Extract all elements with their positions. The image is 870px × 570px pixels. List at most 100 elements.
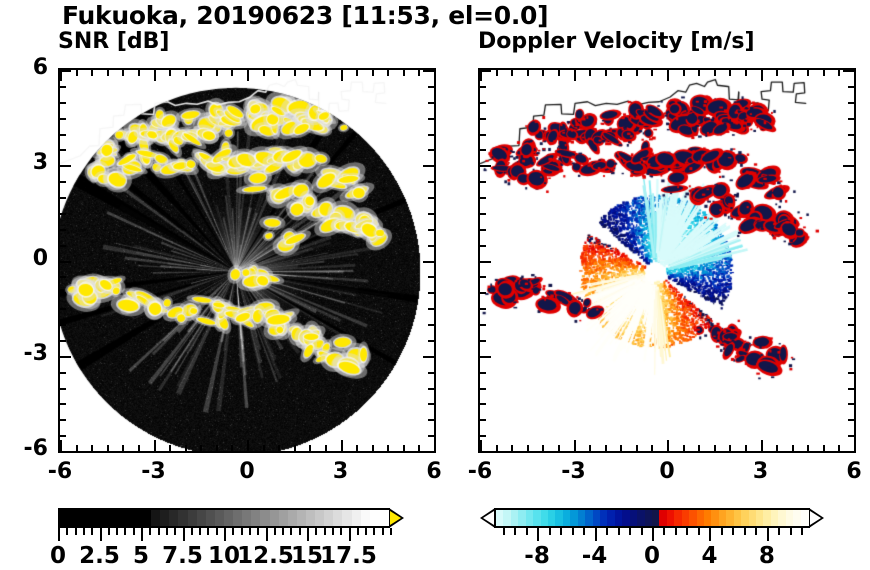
axis-tick-bottom [713, 445, 716, 451]
axis-tick-bottom [340, 440, 343, 451]
colorbar-swatch [763, 510, 772, 526]
axis-tick-bottom [635, 445, 638, 451]
axis-tick-right [843, 165, 854, 168]
colorbar-minor-tick [514, 528, 517, 535]
colorbar-minor-tick [165, 528, 168, 535]
axis-tick-right [423, 260, 434, 263]
axis-tick-top [495, 70, 498, 76]
axis-tick-bottom [526, 445, 529, 451]
axis-tick-top [356, 70, 359, 76]
axis-tick-left [480, 292, 486, 295]
axis-tick-top [526, 70, 529, 76]
colorbar-swatch [123, 510, 134, 526]
colorbar-minor-tick [373, 528, 376, 535]
axis-tick-bottom [387, 445, 390, 451]
axis-tick-right [848, 419, 854, 422]
axis-tick-left [480, 403, 486, 406]
axis-tick-top [511, 70, 514, 76]
colorbar-swatch [87, 510, 98, 526]
axis-tick-top [324, 70, 327, 76]
axis-tick-top [200, 70, 203, 76]
axis-tick-right [848, 371, 854, 374]
axis-tick-bottom [91, 445, 94, 451]
colorbar-swatch [592, 510, 601, 526]
axis-tick-left [60, 181, 66, 184]
colorbar-arrow-right-fill [390, 510, 401, 525]
colorbar-minor-tick [571, 528, 574, 535]
axis-tick-left [60, 451, 71, 453]
axis-tick-bottom [807, 445, 810, 451]
axis-tick-left [60, 435, 66, 438]
axis-tick-left [480, 133, 486, 136]
colorbar-minor-tick [174, 528, 177, 535]
axis-tick-right [423, 355, 434, 358]
axis-tick-top [309, 70, 312, 76]
colorbar-minor-tick [124, 528, 127, 535]
colorbar-swatch [296, 510, 307, 526]
colorbar-swatch [251, 510, 262, 526]
axis-tick-top [620, 70, 623, 76]
axis-tick-left [60, 149, 66, 152]
snr-ytick-1: 3 [32, 150, 48, 176]
colorbar-swatch [114, 510, 125, 526]
axis-tick-right [848, 292, 854, 295]
snr-xtick-0: -6 [47, 459, 73, 484]
doppler-xtick-4: 6 [846, 459, 862, 484]
colorbar-swatch [644, 510, 653, 526]
colorbar-minor-tick [560, 528, 563, 535]
colorbar-minor-tick [232, 528, 235, 535]
colorbar-minor-tick [686, 528, 689, 535]
snr-plot-panel[interactable] [58, 68, 436, 453]
doppler-panel-title: Doppler Velocity [m/s] [478, 29, 755, 54]
axis-tick-bottom [495, 445, 498, 451]
axis-tick-top [776, 70, 779, 76]
axis-tick-bottom [60, 440, 62, 451]
colorbar-minor-tick [298, 528, 301, 535]
colorbar-minor-tick [248, 528, 251, 535]
axis-tick-right [848, 339, 854, 342]
colorbar-major-tick [537, 528, 540, 541]
axis-tick-right [428, 181, 434, 184]
colorbar-swatch [548, 510, 557, 526]
snr-xtick-2: 0 [239, 459, 255, 484]
colorbar-swatch [242, 510, 252, 526]
colorbar-swatch [78, 510, 88, 526]
axis-tick-left [60, 197, 66, 199]
colorbar-swatch [503, 510, 512, 526]
axis-tick-left [60, 85, 66, 88]
colorbar-minor-tick [116, 528, 119, 535]
axis-tick-left [60, 308, 66, 311]
colorbar-swatch [800, 510, 809, 526]
colorbar-swatch [629, 510, 638, 526]
axis-tick-left [60, 339, 66, 342]
colorbar-swatch [637, 510, 646, 526]
axis-tick-right [428, 197, 434, 199]
colorbar-swatch [178, 510, 189, 526]
axis-tick-bottom [698, 445, 701, 451]
colorbar-minor-tick [674, 528, 677, 535]
colorbar-tick-label: 7.5 [162, 543, 203, 569]
axis-tick-right [428, 292, 434, 295]
doppler-plot-panel[interactable] [478, 68, 856, 453]
colorbar-swatch [540, 510, 549, 526]
axis-tick-left [60, 324, 66, 326]
colorbar-minor-tick [743, 528, 746, 535]
colorbar-swatch [278, 510, 289, 526]
colorbar-tick-label: -4 [581, 543, 608, 569]
axis-tick-left [60, 117, 66, 120]
axis-tick-right [848, 403, 854, 406]
axis-tick-bottom [122, 445, 125, 451]
axis-tick-bottom [137, 445, 140, 451]
colorbar-minor-tick [74, 528, 77, 535]
axis-tick-left [60, 371, 66, 374]
colorbar-tick-label: 0 [49, 543, 66, 569]
axis-tick-left [480, 324, 486, 326]
axis-tick-top [635, 70, 638, 76]
axis-tick-right [848, 181, 854, 184]
axis-tick-left [480, 371, 486, 374]
colorbar-swatch [360, 510, 371, 526]
colorbar-swatch [233, 510, 243, 526]
axis-tick-top [60, 70, 62, 81]
axis-tick-top [807, 70, 810, 76]
